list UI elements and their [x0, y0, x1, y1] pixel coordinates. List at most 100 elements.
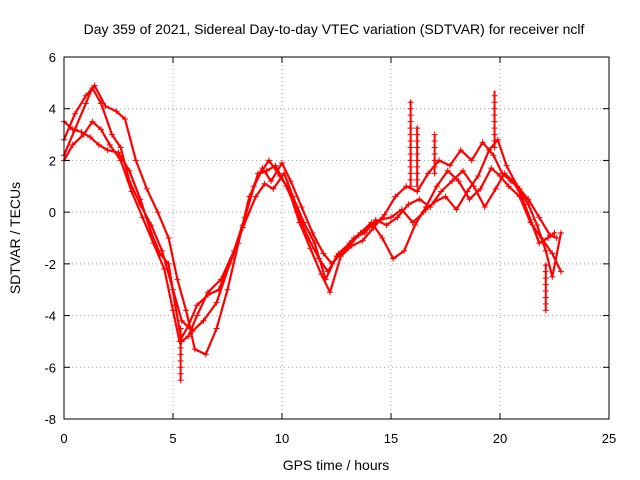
data-point-track-1 [438, 188, 445, 195]
data-point-track-4 [488, 165, 495, 172]
y-tick-label: 4 [49, 102, 56, 117]
data-point-track-1 [394, 214, 401, 221]
data-point-track-4 [87, 134, 94, 141]
spike-point [542, 294, 549, 301]
data-point-track-4 [558, 268, 565, 275]
data-point-track-1 [298, 203, 305, 210]
data-point-track-4 [444, 167, 451, 174]
data-point-track-2 [457, 147, 464, 154]
data-point-track-4 [477, 185, 484, 192]
spike-point [542, 307, 549, 314]
data-point-track-1 [536, 240, 543, 247]
y-tick-label: -4 [44, 309, 56, 324]
data-point-track-2 [479, 139, 486, 146]
data-point-track-4 [263, 167, 270, 174]
data-point-track-3 [69, 141, 76, 148]
data-point-track-1 [405, 201, 412, 208]
spike-point [177, 364, 184, 371]
spike-point [414, 176, 421, 183]
data-point-track-4 [137, 196, 144, 203]
data-point-track-2 [490, 152, 497, 159]
data-point-track-4 [217, 276, 224, 283]
spike-point [431, 131, 438, 138]
data-point-track-3 [98, 126, 105, 133]
data-point-track-3 [215, 286, 222, 293]
spike-point [431, 163, 438, 170]
data-point-track-3 [193, 302, 200, 309]
spike-point [431, 170, 438, 177]
data-point-track-2 [558, 229, 565, 236]
spike-point [177, 357, 184, 364]
spike-point [407, 176, 414, 183]
spike-point [407, 157, 414, 164]
data-point-track-1 [279, 160, 285, 167]
spike-point [491, 105, 498, 112]
data-point-track-4 [505, 183, 512, 190]
spike-point [407, 138, 414, 145]
data-point-track-4 [115, 149, 122, 156]
chart-title: Day 359 of 2021, Sidereal Day-to-day VTE… [84, 21, 585, 37]
data-point-track-4 [241, 214, 248, 221]
spike-point [407, 131, 414, 138]
spike-point [542, 300, 549, 307]
spike-point [407, 118, 414, 125]
x-tick-label: 0 [60, 431, 67, 446]
data-point-track-2 [507, 178, 514, 185]
data-point-track-4 [148, 229, 155, 236]
data-point-track-3 [377, 216, 384, 223]
data-point-track-4 [172, 302, 179, 309]
data-point-track-1 [82, 100, 89, 107]
data-point-track-3 [170, 307, 176, 314]
spike-point [542, 275, 549, 282]
data-point-track-4 [538, 235, 545, 241]
data-point-track-4 [455, 178, 462, 185]
data-point-track-2 [213, 325, 220, 332]
data-point-track-3 [536, 214, 543, 221]
data-point-track-3 [185, 322, 192, 329]
spike-point [177, 325, 184, 332]
spike-point [431, 144, 438, 151]
data-point-track-4 [324, 268, 331, 275]
data-point-track-4 [497, 172, 503, 179]
data-point-track-3 [161, 266, 168, 273]
spike-point [542, 281, 549, 288]
data-point-track-1 [481, 203, 488, 210]
data-point-track-3 [442, 193, 449, 200]
spike-point [491, 131, 498, 138]
data-point-track-1 [449, 178, 456, 185]
data-point-track-4 [231, 247, 238, 254]
spike-point [491, 125, 498, 132]
data-point-track-2 [191, 346, 198, 353]
data-point-track-3 [261, 180, 268, 187]
data-point-track-1 [108, 131, 115, 138]
y-tick-label: 6 [49, 50, 56, 65]
y-tick-label: 2 [49, 153, 56, 168]
y-tick-label: 0 [49, 205, 56, 220]
data-point-track-2 [549, 273, 556, 280]
spike-point [414, 144, 421, 151]
data-point-track-4 [283, 183, 290, 190]
data-point-track-2 [224, 286, 231, 293]
data-point-track-2 [183, 307, 190, 314]
spike-point [414, 125, 421, 132]
data-point-track-2 [446, 162, 453, 169]
data-point-track-2 [359, 237, 366, 244]
data-point-track-4 [411, 222, 418, 229]
y-tick-label: -8 [44, 412, 56, 427]
series-line-track-3 [62, 120, 558, 343]
data-point-track-4 [104, 147, 111, 154]
data-point-track-4 [294, 209, 301, 216]
spike-point [407, 163, 414, 170]
data-point-track-4 [549, 250, 556, 257]
spike-point [177, 338, 184, 345]
data-point-track-2 [202, 351, 209, 358]
data-point-track-4 [516, 193, 523, 200]
spike-point [407, 144, 414, 151]
series-line-track-4 [62, 120, 563, 343]
data-point-track-4 [156, 250, 163, 257]
data-point-track-2 [154, 209, 161, 216]
data-point-track-4 [185, 333, 192, 340]
x-tick-label: 5 [169, 431, 176, 446]
plot-area [61, 82, 565, 384]
data-point-track-2 [425, 170, 432, 177]
